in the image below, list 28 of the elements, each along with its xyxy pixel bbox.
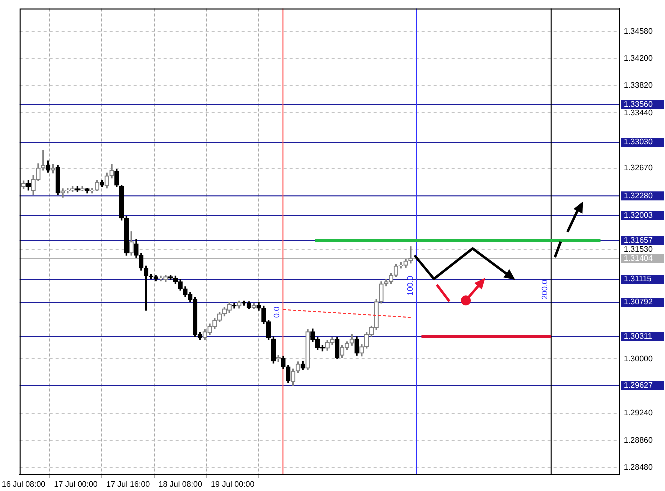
ref-line-label: 1.32003	[624, 211, 654, 220]
y-tick-label: 1.30000	[624, 354, 654, 364]
y-tick-label: 1.32670	[624, 163, 654, 172]
ref-line-label: 1.31657	[624, 236, 654, 245]
y-tick-label: 1.29240	[624, 408, 654, 418]
y-tick-label: 1.31530	[624, 244, 654, 254]
y-tick-label: 1.33440	[624, 108, 654, 118]
x-tick-label: 18 Jul 08:00	[158, 480, 203, 490]
x-tick-label: 17 Jul 00:00	[54, 480, 98, 490]
annotation: 100.0	[406, 275, 416, 296]
ref-line-label: 1.32280	[624, 191, 654, 200]
x-tick-label: 17 Jul 16:00	[106, 480, 151, 490]
x-tick-label: 16 Jul 08:00	[2, 480, 46, 490]
ref-line-label: 1.33030	[624, 138, 654, 147]
annotation: 200.0	[540, 279, 550, 300]
ref-line-label: 1.30311	[624, 332, 653, 342]
ref-line-label: 1.33560	[624, 100, 654, 109]
x-tick-label: 19 Jul 00:00	[211, 480, 256, 490]
annotation: 0.0	[272, 306, 282, 318]
y-tick-label: 1.34580	[624, 26, 654, 36]
y-tick-label: 1.34200	[624, 54, 654, 64]
ref-line-label: 1.30792	[624, 298, 654, 307]
y-tick-label: 1.28860	[624, 436, 654, 445]
y-tick-label: 1.28480	[624, 463, 654, 472]
ref-line-label: 1.29627	[624, 381, 654, 390]
ref-line-label: 1.31404	[624, 254, 654, 263]
ref-line-label: 1.31115	[624, 274, 652, 284]
y-tick-label: 1.33820	[624, 81, 654, 90]
